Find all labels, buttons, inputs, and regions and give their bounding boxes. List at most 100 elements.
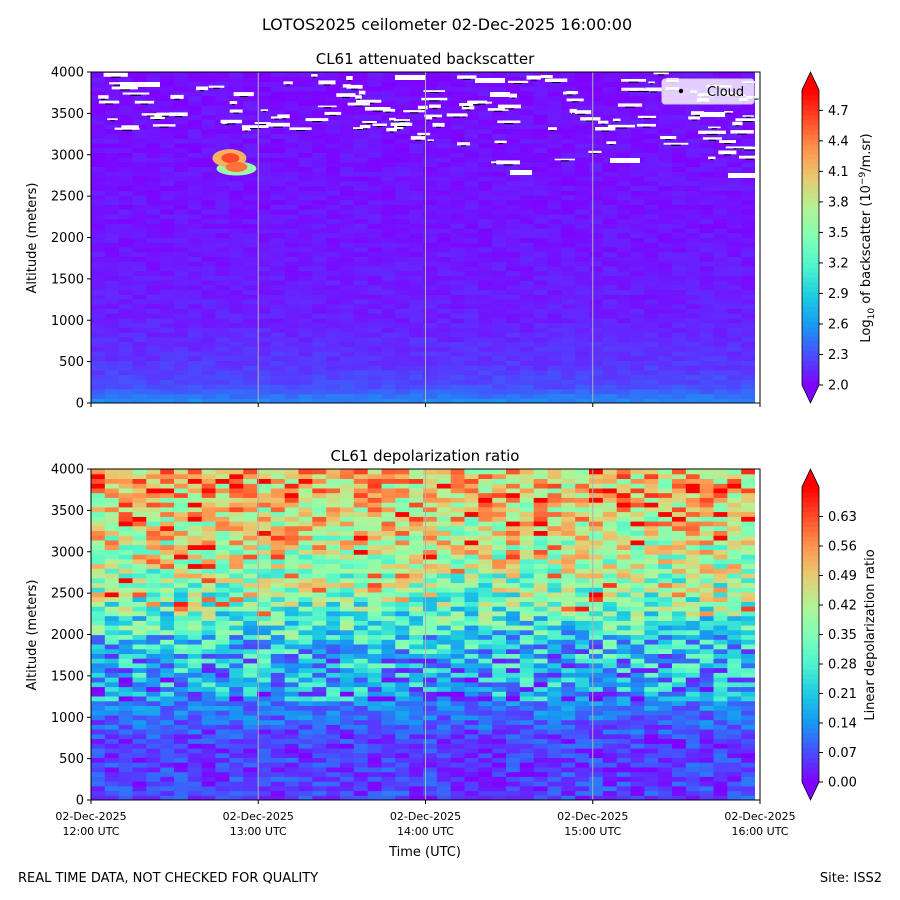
cloud-mark [718,150,737,155]
heat-cell [533,336,549,343]
heat-cell [381,289,396,295]
heat-cell [450,289,466,295]
heat-cell [174,247,189,253]
heat-cell [201,157,217,163]
heat-cell [506,757,521,763]
heat-cell [713,790,728,796]
heat-cell [602,308,618,314]
heat-cell [91,76,106,82]
heat-cell [575,232,590,239]
heat-cell [533,119,549,125]
heat-cell [229,332,244,338]
heat-cell [229,691,244,697]
heat-cell [298,171,313,177]
heat-cell [187,341,203,347]
heat-cell [672,128,687,134]
heat-cell [464,213,479,220]
heat-cell [257,218,272,224]
heat-cell [381,790,396,796]
heat-cell [436,313,452,319]
cloud-mark-dot [122,129,133,131]
heat-cell [270,223,286,229]
colorbar-segment [802,99,819,106]
heat-cell [174,374,189,380]
heat-cell [436,218,452,224]
heat-cell [589,124,604,130]
heat-cell [575,705,590,711]
heat-cell [312,128,327,134]
cloud-mark [417,132,431,136]
heat-cell [492,724,507,730]
heat-cell [381,374,396,380]
heat-cell [506,142,521,149]
heat-cell [602,393,618,399]
heat-cell [741,251,756,257]
colorbar-segment [802,144,819,150]
heat-cell [713,374,728,380]
heat-cell [381,748,396,754]
heat-cell [713,313,728,319]
heat-cell [187,738,203,744]
heat-cell [492,743,507,749]
heat-cell [741,228,756,234]
cloud-mark-dot [744,149,755,151]
heat-cell [270,171,286,177]
heat-cell [229,86,244,92]
heat-cell [367,719,383,725]
heat-cell [353,128,369,134]
heat-cell [741,275,756,281]
cloud-mark-dot [398,121,406,122]
heat-cell [450,275,466,281]
heat-cell [713,317,728,324]
heat-cell [547,109,562,116]
heat-cell [91,256,106,262]
heat-cell [589,719,604,725]
heat-cell [132,710,147,716]
heat-cell [727,365,742,371]
heat-cell [630,100,645,106]
heat-cell [602,355,618,361]
heat-cell [340,322,355,328]
heat-cell [713,147,728,153]
heat-cell [160,677,175,683]
heat-cell [713,72,728,78]
heat-cell [658,762,673,768]
heat-cell [561,748,576,754]
heat-cell [727,242,742,248]
heat-cell [243,785,258,792]
heat-cell [340,119,355,125]
heat-cell [229,729,244,735]
heat-cell [741,719,756,725]
cloud-mark-dot [745,158,754,160]
heat-cell [270,213,286,220]
heat-cell [727,724,742,730]
heat-cell [519,138,535,144]
heat-cell [741,785,756,792]
heat-cell [353,109,369,116]
heat-cell [201,313,217,319]
heat-cell [464,341,479,347]
cloud-mark [688,116,701,120]
heat-cell [326,681,341,688]
heat-cell [506,157,521,163]
cloud-mark-dot [239,96,248,97]
heat-cell [699,119,715,125]
heat-cell [132,365,147,371]
heat-cell [353,781,369,787]
heat-cell [381,185,396,191]
heat-cell [270,795,286,800]
heat-cell [312,213,327,220]
heat-cell [284,398,300,403]
heat-cell [685,317,701,324]
heat-cell [727,313,742,319]
heat-cell [132,119,147,125]
heat-cell [91,72,106,78]
heat-cell [464,719,479,725]
heat-cell [381,776,396,782]
heat-cell [326,341,341,347]
heat-cell [658,119,673,125]
heat-cell [340,199,355,205]
heat-cell [229,384,244,390]
heat-cell [174,393,189,399]
heat-cell [146,355,161,361]
